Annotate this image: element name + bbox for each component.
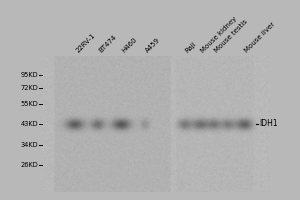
- Text: Raji: Raji: [184, 41, 198, 54]
- Text: Mouse kidney: Mouse kidney: [200, 16, 238, 54]
- Text: BT474: BT474: [98, 34, 117, 54]
- Text: 26KD: 26KD: [20, 162, 38, 168]
- Text: Mouse testis: Mouse testis: [214, 19, 249, 54]
- Text: A459: A459: [145, 37, 162, 54]
- Text: 22RV-1: 22RV-1: [75, 32, 96, 54]
- Text: H460: H460: [121, 37, 138, 54]
- Text: IDH1: IDH1: [259, 119, 278, 129]
- Text: 95KD: 95KD: [20, 72, 38, 78]
- Text: 55KD: 55KD: [20, 101, 38, 107]
- Text: 34KD: 34KD: [20, 142, 38, 148]
- Text: 43KD: 43KD: [20, 121, 38, 127]
- Text: Mouse liver: Mouse liver: [244, 21, 277, 54]
- Text: 72KD: 72KD: [20, 85, 38, 91]
